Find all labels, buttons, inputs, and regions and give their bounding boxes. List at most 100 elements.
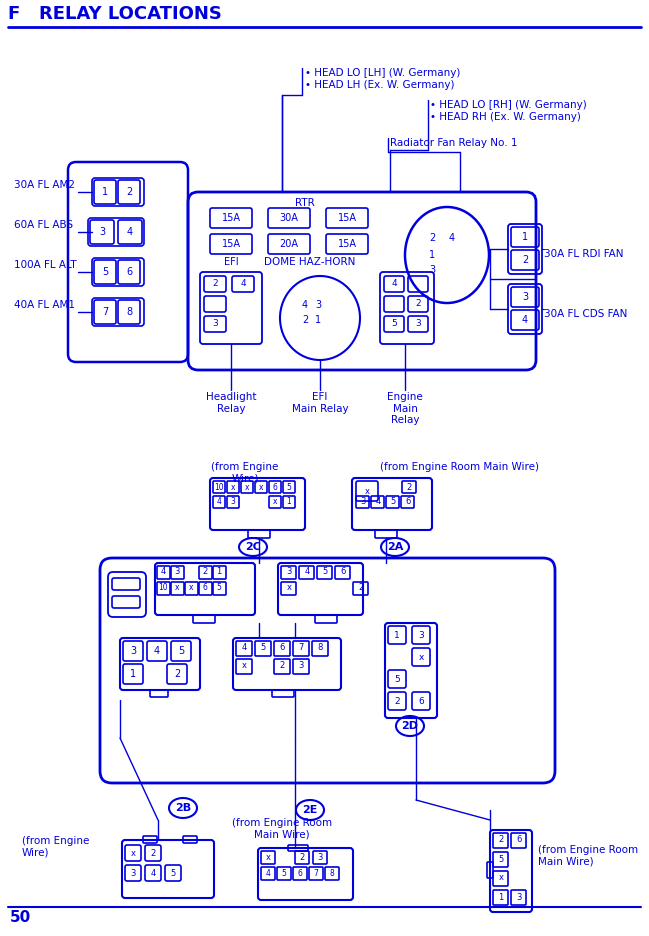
Text: EFI
Main Relay: EFI Main Relay xyxy=(291,392,349,414)
Text: 2: 2 xyxy=(406,482,411,491)
Text: 2: 2 xyxy=(174,669,180,679)
Text: 40A FL AM1: 40A FL AM1 xyxy=(14,300,75,310)
Text: 1: 1 xyxy=(498,893,504,901)
Text: 1: 1 xyxy=(287,498,291,506)
Text: 20A: 20A xyxy=(280,239,299,249)
Text: 8: 8 xyxy=(317,644,323,652)
Text: 2E: 2E xyxy=(302,805,318,815)
Text: 4: 4 xyxy=(304,567,310,577)
Text: (from Engine Room Main Wire): (from Engine Room Main Wire) xyxy=(380,462,539,472)
Text: 7: 7 xyxy=(313,869,319,878)
Text: 6: 6 xyxy=(297,869,302,878)
Text: x: x xyxy=(189,583,193,592)
Text: Engine
Main
Relay: Engine Main Relay xyxy=(387,392,423,425)
Text: DOME HAZ-HORN: DOME HAZ-HORN xyxy=(264,257,356,267)
Text: 3: 3 xyxy=(429,265,435,275)
Text: • HEAD LH (Ex. W. Germany): • HEAD LH (Ex. W. Germany) xyxy=(305,80,454,90)
Text: F   RELAY LOCATIONS: F RELAY LOCATIONS xyxy=(8,5,222,23)
Text: 3: 3 xyxy=(175,567,180,577)
Text: 4: 4 xyxy=(151,869,156,878)
Text: 1: 1 xyxy=(429,250,435,260)
Text: 4: 4 xyxy=(522,315,528,325)
Text: 6: 6 xyxy=(406,498,411,506)
Text: 4: 4 xyxy=(265,869,271,878)
Text: 4: 4 xyxy=(217,498,221,506)
Text: 5: 5 xyxy=(171,869,176,878)
Text: 30A FL RDI FAN: 30A FL RDI FAN xyxy=(544,249,624,259)
Text: • HEAD LO [LH] (W. Germany): • HEAD LO [LH] (W. Germany) xyxy=(305,68,460,78)
Text: 2: 2 xyxy=(212,280,218,288)
Text: 3: 3 xyxy=(212,319,218,329)
Text: 1: 1 xyxy=(394,631,400,639)
Text: 4: 4 xyxy=(302,300,308,310)
Text: 3: 3 xyxy=(99,227,105,237)
Text: x: x xyxy=(245,482,249,491)
Text: Radiator Fan Relay No. 1: Radiator Fan Relay No. 1 xyxy=(390,138,517,148)
Text: 3: 3 xyxy=(522,292,528,302)
Text: 2C: 2C xyxy=(245,542,261,552)
Text: 2: 2 xyxy=(498,836,504,844)
Text: 5: 5 xyxy=(498,855,504,864)
Text: 4: 4 xyxy=(160,567,165,577)
Text: 7: 7 xyxy=(102,307,108,317)
Text: 5: 5 xyxy=(102,267,108,277)
Text: 3: 3 xyxy=(317,853,323,861)
Text: x: x xyxy=(365,487,369,495)
Text: 3: 3 xyxy=(286,567,291,577)
Text: 1: 1 xyxy=(102,187,108,197)
Text: 2B: 2B xyxy=(175,803,191,813)
Text: x: x xyxy=(241,662,247,670)
Text: x: x xyxy=(419,652,424,662)
Text: x: x xyxy=(286,583,291,592)
Text: 3: 3 xyxy=(418,631,424,639)
Text: x: x xyxy=(259,482,263,491)
Text: • HEAD LO [RH] (W. Germany): • HEAD LO [RH] (W. Germany) xyxy=(430,100,587,110)
Text: 3: 3 xyxy=(415,319,421,329)
Text: 100A FL ALT: 100A FL ALT xyxy=(14,260,77,270)
Text: 5: 5 xyxy=(394,675,400,683)
Text: 2: 2 xyxy=(302,315,308,325)
Text: x: x xyxy=(265,853,271,861)
Text: 3: 3 xyxy=(299,662,304,670)
Text: 5: 5 xyxy=(391,498,396,506)
Text: 2: 2 xyxy=(299,853,304,861)
Text: x: x xyxy=(273,498,277,506)
Text: x: x xyxy=(130,849,136,857)
Text: 1: 1 xyxy=(130,669,136,679)
Text: 7: 7 xyxy=(299,644,304,652)
Text: 5: 5 xyxy=(287,482,291,491)
Text: 4: 4 xyxy=(240,280,246,288)
Text: 15A: 15A xyxy=(221,213,241,223)
Text: (from Engine
Wire): (from Engine Wire) xyxy=(22,836,90,857)
Text: 3: 3 xyxy=(517,893,522,901)
Text: 2: 2 xyxy=(394,696,400,706)
Text: 5: 5 xyxy=(217,583,221,592)
Text: 50: 50 xyxy=(10,910,31,925)
Text: 1: 1 xyxy=(216,567,221,577)
Text: 4: 4 xyxy=(449,233,455,243)
Text: 10: 10 xyxy=(214,482,224,491)
Text: 30A FL CDS FAN: 30A FL CDS FAN xyxy=(544,309,628,319)
Text: (from Engine
Wire): (from Engine Wire) xyxy=(212,462,278,484)
Text: 2: 2 xyxy=(279,662,285,670)
Text: 8: 8 xyxy=(126,307,132,317)
Text: 6: 6 xyxy=(517,836,522,844)
Text: 3: 3 xyxy=(130,646,136,656)
Text: 5: 5 xyxy=(323,567,328,577)
Text: 3: 3 xyxy=(130,869,136,878)
Text: 15A: 15A xyxy=(221,239,241,249)
Text: 30A FL AM2: 30A FL AM2 xyxy=(14,180,75,190)
Text: 5: 5 xyxy=(260,644,265,652)
Text: 2: 2 xyxy=(415,300,421,309)
Text: (from Engine Room
Main Wire): (from Engine Room Main Wire) xyxy=(538,845,638,867)
Text: 4: 4 xyxy=(241,644,247,652)
Text: 2: 2 xyxy=(151,849,156,857)
Text: 10: 10 xyxy=(158,583,168,592)
Text: 4: 4 xyxy=(375,498,380,506)
Text: 3: 3 xyxy=(315,300,321,310)
Text: 1: 1 xyxy=(522,232,528,242)
Text: x: x xyxy=(175,583,179,592)
Text: x: x xyxy=(498,873,504,883)
Text: RTR: RTR xyxy=(295,198,315,208)
Text: 6: 6 xyxy=(279,644,285,652)
